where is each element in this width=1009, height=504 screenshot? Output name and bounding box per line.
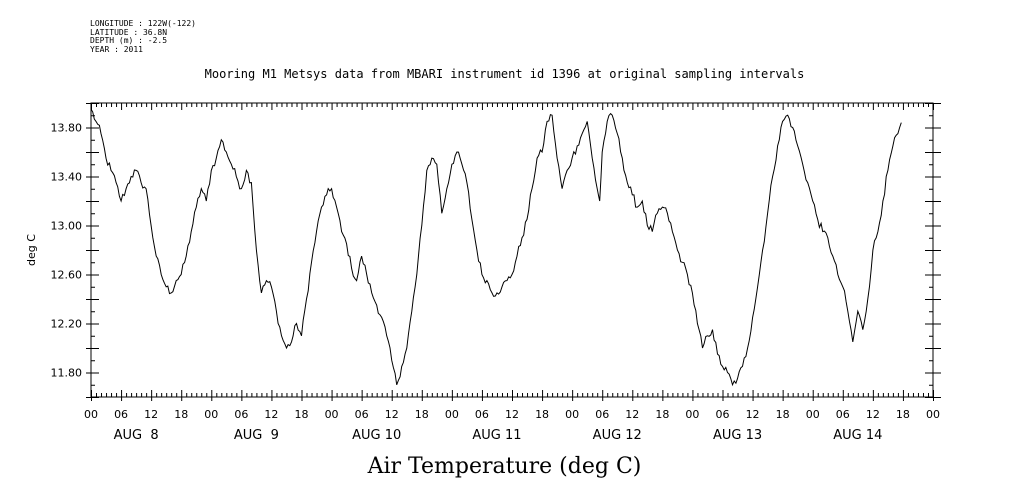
x-tick-label: 06 [475,408,489,421]
x-tick-label: 12 [625,408,639,421]
metadata-block: LONGITUDE : 122W(-122) LATITUDE : 36.8N … [90,19,196,54]
y-tick-label: 11.80 [51,367,83,380]
x-tick-label: 00 [685,408,699,421]
x-tick-label: 12 [144,408,158,421]
x-tick-label: 00 [204,408,218,421]
x-tick-label: 00 [84,408,98,421]
day-labels: AUG 8 AUG 9 AUG 10 AUG 11 AUG 12 AUG 13 AUG 14 [114,428,883,443]
day-label: AUG 14 [833,428,882,443]
day-label: AUG 11 [472,428,521,443]
day-label: AUG 8 [114,428,159,443]
x-tick-label: 18 [174,408,188,421]
chart-title: Mooring M1 Metsys data from MBARI instru… [204,67,805,81]
x-tick-label: 12 [746,408,760,421]
footer-label: Air Temperature (deg C) [367,454,642,479]
y-axis-label: deg C [25,234,38,266]
x-tick-label: 06 [114,408,128,421]
x-tick-label: 18 [655,408,669,421]
x-tick-label: 00 [565,408,579,421]
x-tick-label: 06 [234,408,248,421]
depth-label: DEPTH (m) : -2.5 [90,36,168,45]
y-tick-label: 12.60 [51,269,83,282]
air-temperature-series [90,108,902,387]
x-tick-label: 06 [595,408,609,421]
x-tick-label: 12 [385,408,399,421]
plot-frame [90,102,934,398]
x-tick-label: 12 [264,408,278,421]
x-tick-label: 00 [445,408,459,421]
x-tick-label: 06 [836,408,850,421]
x-tick-label: 06 [716,408,730,421]
x-tick-label: 12 [866,408,880,421]
x-tick-label: 00 [806,408,820,421]
axis-ticks [86,103,941,401]
y-tick-labels: 13.80 13.40 13.00 12.60 12.20 11.80 [51,122,83,380]
y-tick-label: 13.80 [51,122,83,135]
y-tick-label: 13.00 [51,220,83,233]
day-label: AUG 9 [234,428,279,443]
x-tick-label: 18 [415,408,429,421]
x-tick-label: 00 [926,408,940,421]
x-tick-label: 00 [325,408,339,421]
x-tick-label: 18 [896,408,910,421]
day-label: AUG 13 [713,428,762,443]
day-label: AUG 10 [352,428,401,443]
year-label: YEAR : 2011 [90,44,143,54]
x-tick-labels: 00 06 12 18 00 06 12 18 00 06 12 18 00 06 12 18 00 06 12 18… [84,408,940,421]
y-tick-label: 12.20 [51,318,83,331]
latitude-label: LATITUDE : 36.8N [90,27,168,37]
x-tick-label: 18 [535,408,549,421]
longitude-label: LONGITUDE : 122W(-122) [90,19,196,28]
x-tick-label: 06 [355,408,369,421]
day-label: AUG 12 [593,428,642,443]
x-tick-label: 18 [295,408,309,421]
y-tick-label: 13.40 [51,171,83,184]
x-tick-label: 12 [505,408,519,421]
x-tick-label: 18 [776,408,790,421]
